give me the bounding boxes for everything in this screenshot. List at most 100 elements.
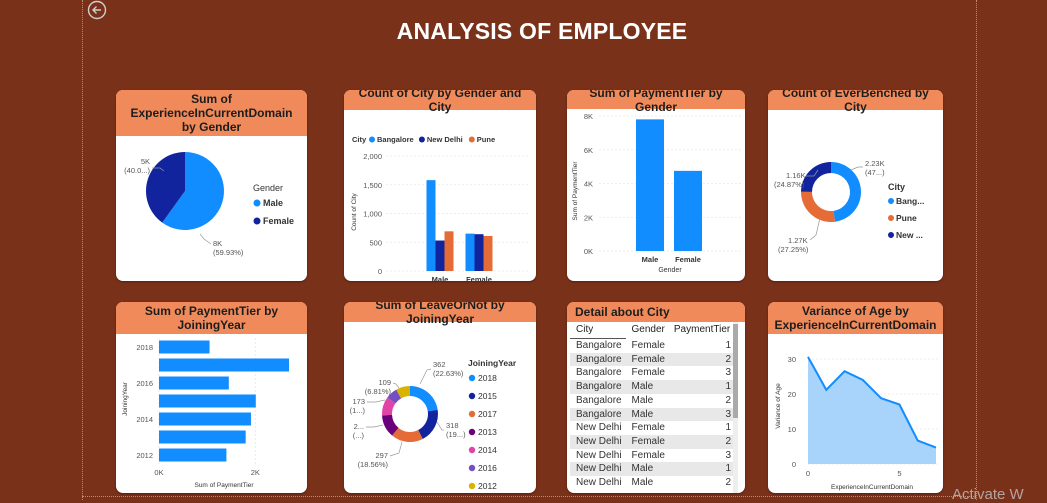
data-label: (19...) <box>446 430 466 439</box>
card-age-variance[interactable]: Variance of Age by ExperienceInCurrentDo… <box>768 302 943 493</box>
data-label: 1.27K <box>788 236 808 245</box>
card-city-by-gender[interactable]: Count of City by Gender and City City Ban… <box>344 90 536 281</box>
donut-slice-2013 <box>382 414 399 436</box>
donut-slice-2018 <box>410 386 438 412</box>
table-cell: Female <box>631 367 665 379</box>
leader-line <box>199 233 212 245</box>
card-title: Sum of PaymentTier by JoiningYear <box>116 302 307 334</box>
data-label: 8K <box>213 239 222 248</box>
y-tick-label: 2012 <box>136 451 153 460</box>
legend-marker <box>468 410 476 418</box>
table-cell: Female <box>625 352 668 367</box>
city-detail-table[interactable]: City Gender PaymentTier Bangalore Female 1 Ban… <box>570 322 735 490</box>
data-label: 362 <box>433 360 446 369</box>
data-label: (27.25%) <box>778 245 809 254</box>
bar-2014 <box>159 412 251 426</box>
leader-line <box>436 421 444 431</box>
legend-title: City <box>888 182 905 192</box>
y-tick-label: 0 <box>378 267 382 276</box>
table-cell: Bangalore <box>576 394 622 406</box>
table-row[interactable]: Bangalore Male 2 <box>570 394 735 408</box>
bar-2013 <box>159 430 246 444</box>
card-paymenttier-by-gender[interactable]: Sum of PaymentTier by Gender 0K 2K 4K 6K 8K M… <box>567 90 745 281</box>
data-label: 2... <box>354 422 364 431</box>
data-label: (1...) <box>350 406 366 415</box>
table-row[interactable]: New Delhi Female 1 <box>570 421 735 435</box>
card-leaveornot-by-year[interactable]: Sum of LeaveOrNot by JoiningYear 362 (22.… <box>344 302 536 493</box>
donut-slice-2016 <box>387 389 402 404</box>
y-tick-label: 20 <box>788 390 796 399</box>
legend-entry: Female <box>263 216 294 226</box>
table-row[interactable]: Bangalore Female 2 <box>570 352 735 367</box>
back-arrow-icon[interactable] <box>87 0 107 20</box>
legend-entry: New ... <box>896 230 923 240</box>
table-row[interactable]: Bangalore Male 1 <box>570 380 735 394</box>
card-paymenttier-by-year[interactable]: Sum of PaymentTier by JoiningYear 0K 2K 20… <box>116 302 307 493</box>
legend-entry: New Delhi <box>427 135 463 144</box>
y-tick-label: 30 <box>788 355 796 364</box>
y-axis-label: Count of City <box>351 192 358 230</box>
pie-slice-female <box>146 152 185 223</box>
bar-2018 <box>159 340 210 354</box>
leader-line <box>366 424 384 428</box>
data-label: 2.23K <box>865 159 885 168</box>
area-fill <box>808 356 936 464</box>
legend-marker <box>468 374 476 382</box>
card-title: Sum of ExperienceInCurrentDomain by Gend… <box>116 90 307 136</box>
table-cell: 1 <box>725 422 731 434</box>
table-cell: New Delhi <box>576 422 622 434</box>
table-row[interactable]: New Delhi Male 1 <box>570 462 735 477</box>
y-axis-label: JoiningYear <box>122 381 129 416</box>
card-title: Count of City by Gender and City <box>344 90 536 114</box>
legend-entry: 2012 <box>478 481 497 491</box>
legend-entry: Bang... <box>896 196 924 206</box>
y-tick-label: 2,000 <box>363 152 382 161</box>
bar-2012 <box>159 448 227 462</box>
leader-line <box>389 441 403 457</box>
table-cell: Bangalore <box>576 340 622 351</box>
data-label: 318 <box>446 421 459 430</box>
card-title: Variance of Age by ExperienceInCurrentDo… <box>768 302 943 334</box>
pie-slice-male <box>162 152 224 230</box>
legend-marker <box>468 392 476 400</box>
x-tick-label: Male <box>432 275 449 281</box>
table-scrollbar-thumb[interactable] <box>733 324 738 418</box>
table-row[interactable]: Bangalore Female 1 <box>570 339 735 353</box>
legend-entry: 2017 <box>478 409 497 419</box>
table-row[interactable]: Bangalore Female 3 <box>570 366 735 380</box>
y-tick-label: 2018 <box>136 343 153 352</box>
card-title: Sum of PaymentTier by Gender <box>567 90 745 114</box>
table-cell: 2 <box>667 352 735 367</box>
table-scrollbar[interactable] <box>733 322 738 493</box>
data-label: (24.87%) <box>774 180 805 189</box>
donut-slice-bang <box>831 162 861 222</box>
card-everbenched-by-city[interactable]: Count of EverBenched by City 2.23K (47...… <box>768 90 943 281</box>
legend-entry: 2013 <box>478 427 497 437</box>
table-cell: New Delhi <box>570 434 626 449</box>
card-city-detail-table[interactable]: Detail about City City Gender PaymentTier B… <box>567 302 745 493</box>
y-tick-label: 2014 <box>136 415 153 424</box>
chart-paymenttier-by-gender: 0K 2K 4K 6K 8K Male Female Gender Sum of Payment… <box>572 112 742 274</box>
table-cell: Female <box>631 422 665 434</box>
table-row[interactable]: Bangalore Male 3 <box>570 407 735 422</box>
data-label: (40.0...) <box>124 166 150 175</box>
legend-entry: Pune <box>896 213 917 223</box>
table-row[interactable]: New Delhi Male 2 <box>570 476 735 490</box>
legend-marker <box>468 428 476 436</box>
legend-marker <box>253 199 261 207</box>
x-tick-label: 5 <box>897 469 901 478</box>
table-row[interactable]: New Delhi Female 3 <box>570 449 735 463</box>
table-row[interactable]: New Delhi Female 2 <box>570 434 735 449</box>
activation-watermark: Activate W <box>952 486 1024 503</box>
card-experience-by-gender[interactable]: Sum of ExperienceInCurrentDomain by Gend… <box>116 90 307 281</box>
data-label: (47...) <box>865 168 885 177</box>
data-label: 297 <box>375 451 388 460</box>
bar-pune-male <box>444 231 454 271</box>
chart-everbenched-by-city: 2.23K(47...) 1.27K(27.25%) 1.16K(24.87%) Ci… <box>774 159 924 254</box>
x-tick-label: Male <box>642 255 659 264</box>
x-axis-label: Sum of PaymentTier <box>194 482 254 489</box>
table-cell: Male <box>631 477 654 489</box>
legend-marker <box>253 217 261 225</box>
legend-entry: 2018 <box>478 373 497 383</box>
x-tick-label: 0K <box>154 468 163 477</box>
